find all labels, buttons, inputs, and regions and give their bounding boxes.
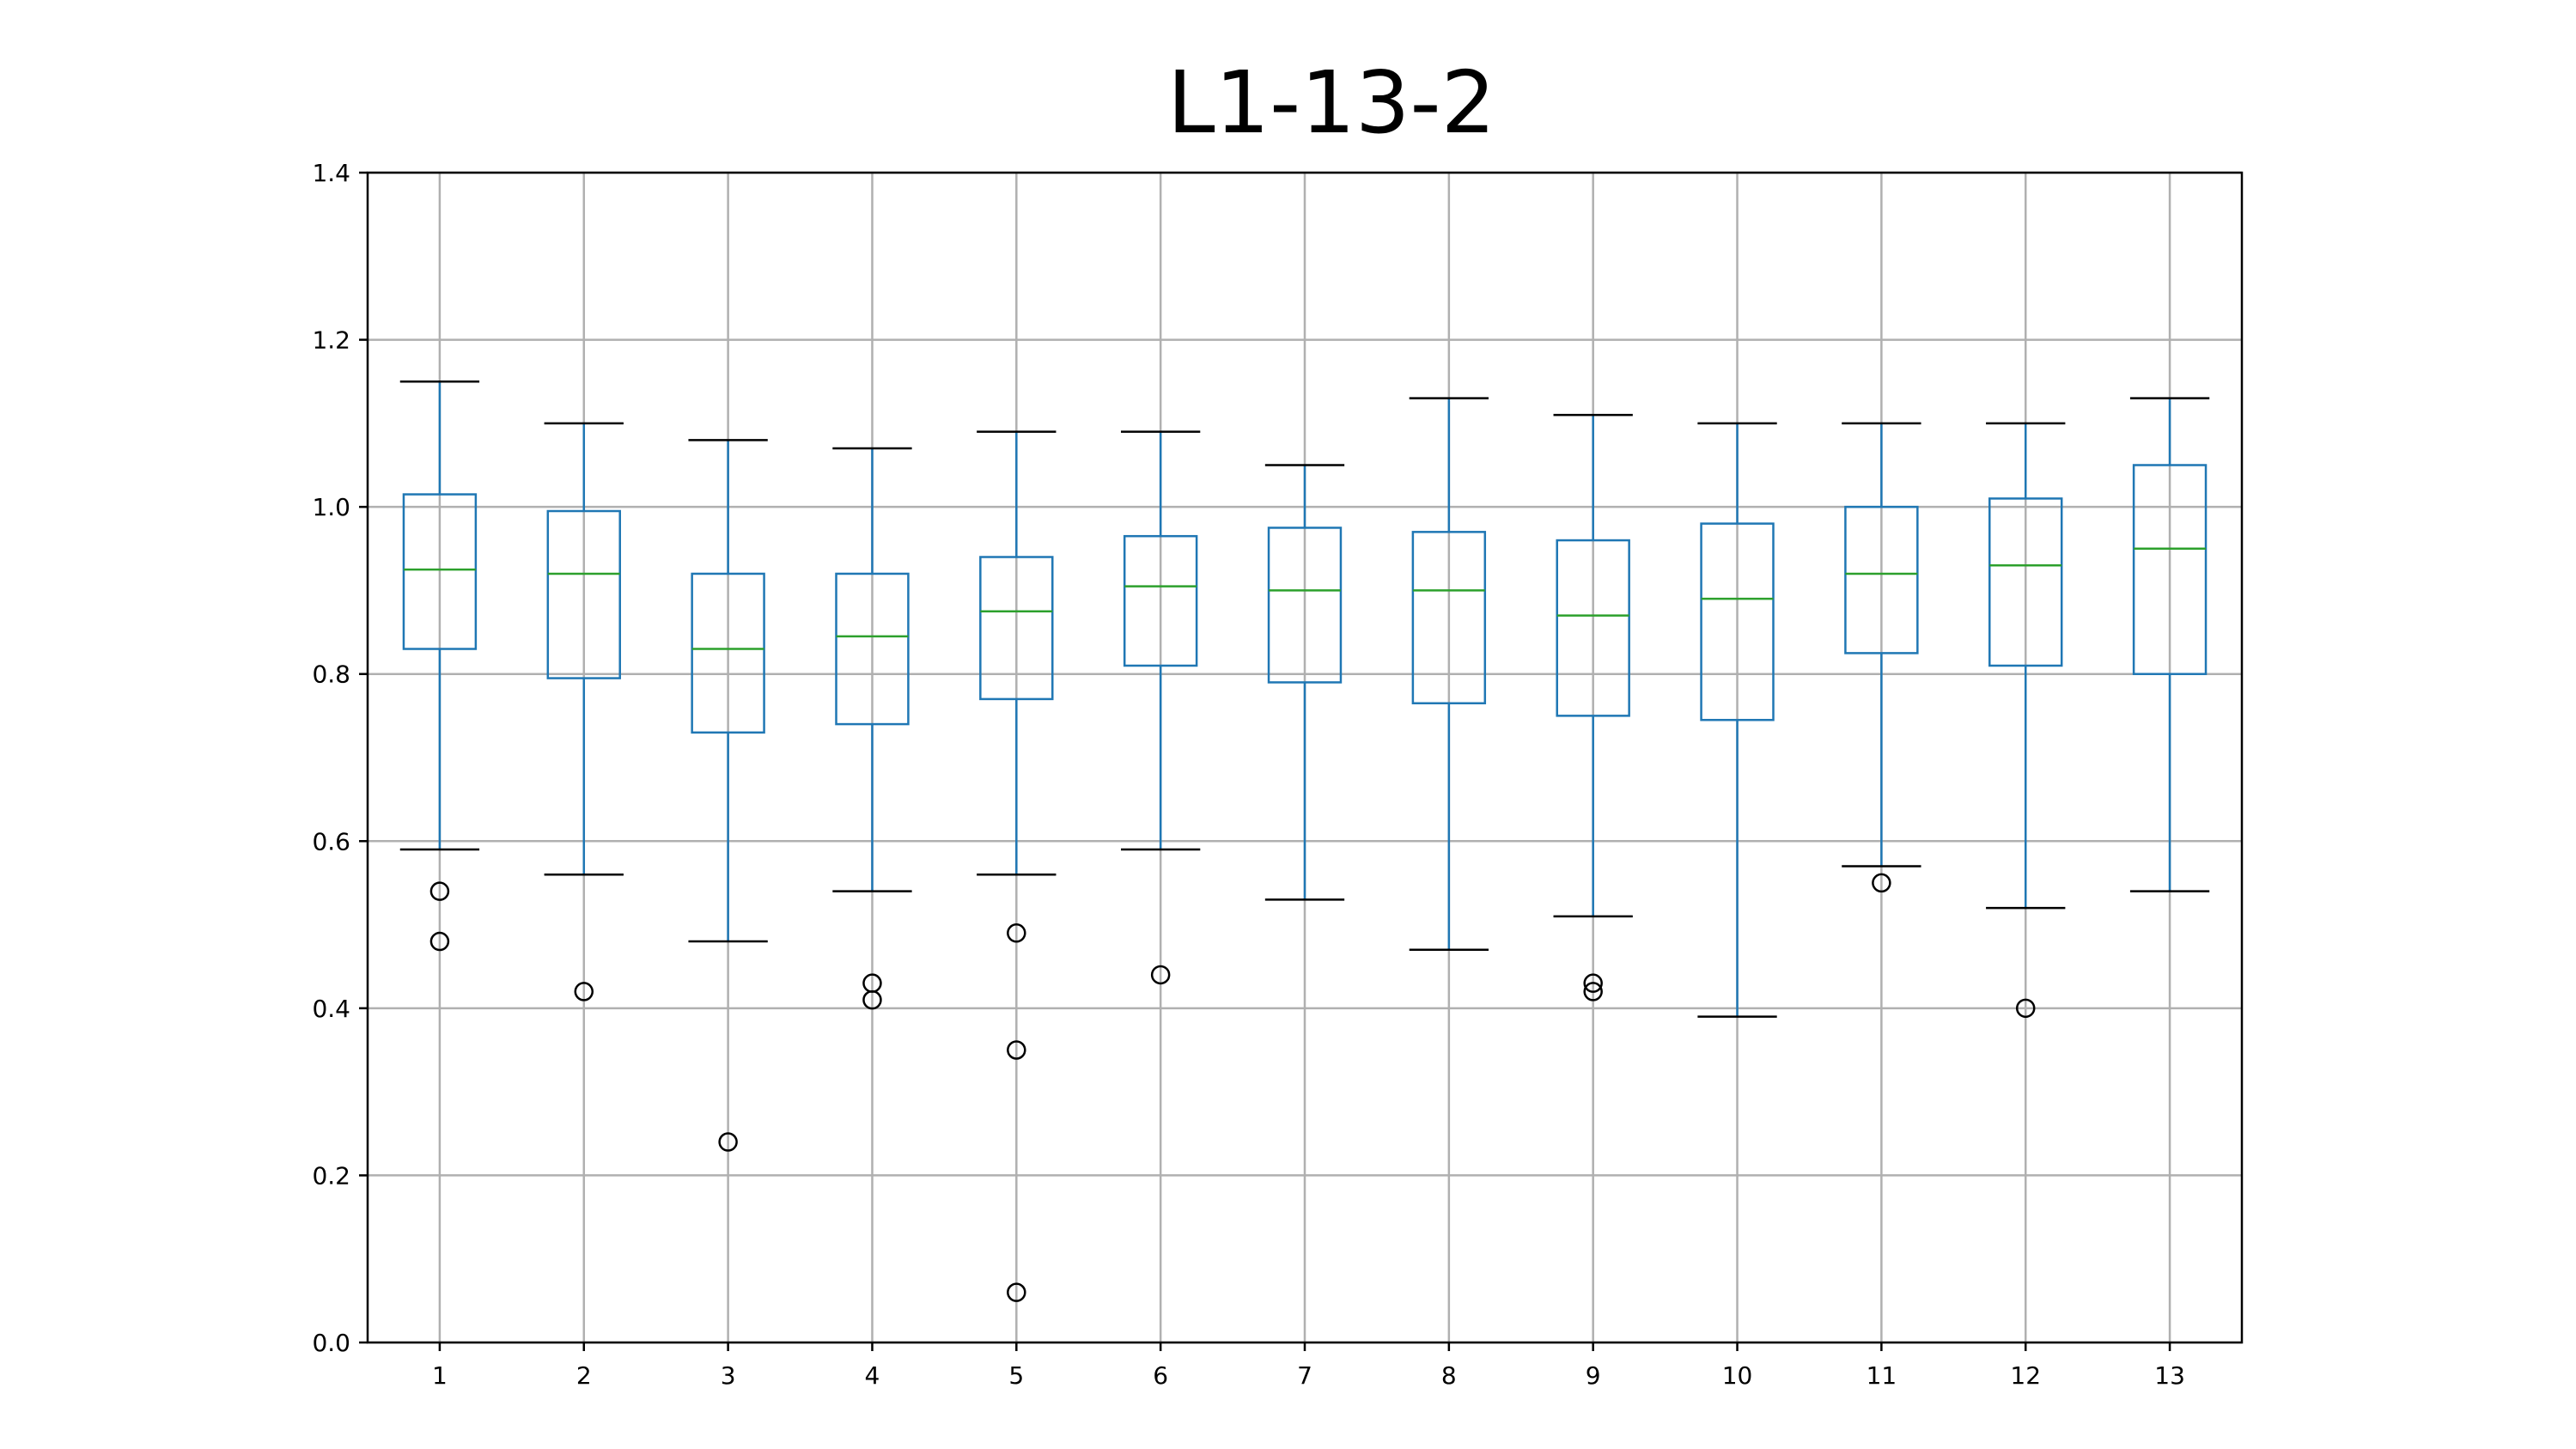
iqr-box [2132, 464, 2208, 675]
iqr-box [546, 509, 621, 679]
outlier-point [1150, 965, 1171, 985]
chart-title: L1-13-2 [1166, 52, 1496, 153]
box-category-8 [1409, 397, 1489, 952]
iqr-box [1988, 497, 2063, 667]
outlier-point [2015, 998, 2036, 1019]
y-tick-label: 1.4 [312, 159, 350, 187]
x-tick-label: 2 [576, 1361, 592, 1390]
x-tick-label: 12 [2010, 1361, 2041, 1390]
outlier-point [1007, 923, 1026, 943]
x-tick-label: 13 [2154, 1361, 2185, 1390]
box-category-2 [544, 422, 624, 1002]
x-tick-label: 8 [1441, 1361, 1457, 1390]
y-tick-label: 0.8 [312, 661, 350, 689]
iqr-box [835, 572, 910, 726]
iqr-box [1556, 539, 1630, 717]
x-tick-label: 9 [1586, 1361, 1601, 1390]
outlier-point [1007, 1040, 1026, 1060]
iqr-box [979, 556, 1054, 701]
iqr-box [402, 493, 478, 650]
box-category-5 [977, 430, 1057, 1302]
outlier-point [1007, 1282, 1026, 1302]
y-tick-label: 1.2 [312, 326, 350, 355]
box-category-7 [1264, 464, 1345, 901]
iqr-box [1123, 534, 1198, 667]
outlier-point [1583, 982, 1603, 1002]
y-tick-label: 1.0 [312, 493, 350, 521]
outlier-point [862, 989, 882, 1010]
x-tick-label: 7 [1297, 1361, 1312, 1390]
iqr-box [1844, 505, 1919, 654]
outlier-point [1872, 873, 1891, 893]
box-category-1 [399, 380, 480, 952]
outlier-point [1583, 973, 1603, 993]
x-tick-label: 11 [1867, 1361, 1897, 1390]
outlier-point [718, 1132, 738, 1152]
plot-frame [366, 171, 2244, 1344]
box-category-11 [1842, 422, 1921, 893]
y-tick-label: 0.6 [312, 827, 350, 855]
box-category-10 [1697, 422, 1777, 1018]
iqr-box [1411, 531, 1487, 705]
box-category-12 [1986, 422, 2066, 1019]
iqr-box [1700, 522, 1775, 721]
x-tick-label: 5 [1008, 1361, 1024, 1390]
outlier-point [429, 881, 450, 901]
y-tick-label: 0.2 [312, 1161, 350, 1190]
box-category-6 [1120, 430, 1201, 985]
x-tick-label: 10 [1722, 1361, 1753, 1390]
y-tick-label: 0.4 [312, 995, 350, 1023]
boxes [399, 380, 2210, 1302]
box-category-13 [2129, 397, 2210, 892]
x-tick-label: 3 [721, 1361, 736, 1390]
iqr-box [1267, 527, 1343, 684]
x-tick-label: 4 [865, 1361, 880, 1390]
box-category-4 [832, 447, 912, 1010]
outlier-point [574, 982, 594, 1002]
iqr-box [691, 572, 765, 734]
x-tick-label: 1 [432, 1361, 448, 1390]
box-category-9 [1553, 413, 1633, 1002]
x-tick-label: 6 [1153, 1361, 1168, 1390]
y-tick-label: 0.0 [312, 1329, 350, 1357]
outlier-point [429, 931, 450, 952]
box-category-3 [688, 439, 768, 1152]
axes: 0.00.20.40.60.81.01.21.41 2 3 4 5 6 7 8 9 10 11 12 1… [312, 159, 2244, 1390]
